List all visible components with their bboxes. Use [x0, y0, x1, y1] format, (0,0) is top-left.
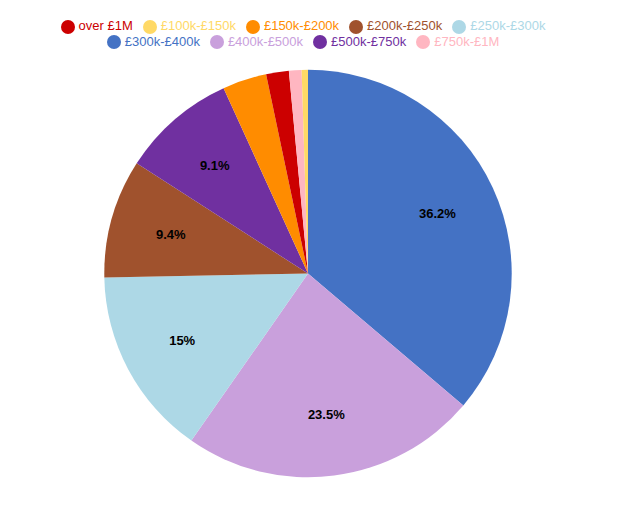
html-text:over £1M: over £1M — [78, 18, 133, 33]
svg-text:23.5%: 23.5% — [308, 407, 345, 422]
html-text:£100k-£150k: £100k-£150k — [160, 18, 236, 33]
html-text:£250k-£300k: £250k-£300k — [470, 18, 546, 33]
html-text:£750k-£1M: £750k-£1M — [434, 33, 500, 49]
svg-text:9.4%: 9.4% — [156, 227, 186, 242]
svg-text:36.2%: 36.2% — [419, 206, 456, 221]
html-text:£300k-£400k: £300k-£400k — [124, 33, 200, 49]
html-text:£400k-£500k: £400k-£500k — [227, 33, 304, 49]
html-text:£200k-£250k: £200k-£250k — [367, 18, 443, 33]
html-text:£500k-£750k: £500k-£750k — [331, 33, 407, 49]
svg-text:15%: 15% — [169, 333, 195, 348]
svg-text:9.1%: 9.1% — [200, 158, 230, 173]
html-text:£150k-£200k: £150k-£200k — [263, 18, 340, 33]
